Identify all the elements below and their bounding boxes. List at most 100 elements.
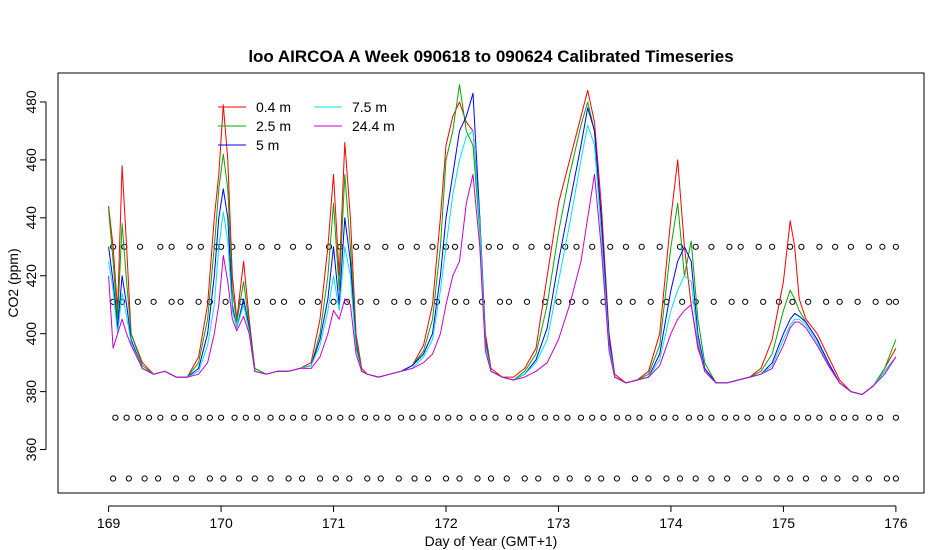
y-axis: 360 380 400 420 440 460 480 (23, 90, 47, 462)
marker-point (892, 298, 899, 305)
marker-point (805, 298, 812, 305)
x-tick-label: 170 (209, 515, 233, 531)
marker-point (361, 414, 369, 421)
marker-point (816, 243, 823, 250)
marker-point (584, 475, 591, 482)
x-tick-label: 172 (434, 515, 458, 531)
marker-point (456, 414, 463, 421)
marker-point (744, 414, 751, 421)
marker-point (742, 475, 749, 482)
marker-point (451, 298, 459, 305)
marker-point (411, 475, 418, 482)
marker-point (697, 414, 704, 421)
marker-point (280, 298, 288, 305)
marker-point (710, 298, 717, 305)
marker-point (397, 243, 405, 250)
marker-point (253, 414, 261, 421)
marker-point (733, 414, 740, 421)
marker-point (742, 298, 749, 305)
marker-point (377, 475, 384, 482)
marker-point (168, 298, 175, 305)
marker-point (865, 243, 872, 250)
marker-point (168, 243, 175, 250)
marker-point (157, 414, 164, 421)
marker-point (787, 475, 794, 482)
marker-point (134, 414, 141, 421)
marker-point (613, 475, 621, 482)
marker-point (278, 414, 285, 421)
x-tick-label: 174 (659, 515, 683, 531)
marker-point (463, 298, 470, 305)
marker-point (364, 475, 371, 482)
marker-point (789, 298, 796, 305)
marker-point (577, 414, 585, 421)
marker-point (672, 414, 679, 421)
marker-point (553, 475, 560, 482)
marker-point (395, 475, 402, 482)
y-tick-label: 360 (23, 438, 39, 462)
legend-entry-label: 24.4 m (352, 118, 395, 134)
series-lines (108, 84, 897, 395)
marker-point (181, 414, 189, 421)
marker-point (676, 243, 684, 250)
marker-point (568, 298, 576, 305)
marker-point (172, 475, 180, 482)
marker-point (298, 475, 306, 482)
marker-point (267, 475, 274, 482)
series-line (108, 92, 897, 395)
series-line (108, 173, 897, 395)
marker-point (195, 414, 202, 421)
marker-point (145, 414, 153, 421)
marker-point (492, 414, 499, 421)
marker-point (206, 414, 213, 421)
marker-point (622, 243, 630, 250)
marker-point (186, 243, 193, 250)
marker-point (755, 243, 762, 250)
marker-point (325, 243, 333, 250)
marker-point (755, 475, 762, 482)
marker-point (841, 414, 848, 421)
marker-point (269, 298, 276, 305)
marker-point (481, 414, 488, 421)
marker-point (528, 414, 535, 421)
marker-point (348, 414, 355, 421)
marker-point (613, 414, 621, 421)
marker-point (274, 243, 281, 250)
marker-point (600, 414, 607, 421)
marker-point (854, 298, 861, 305)
marker-point (679, 298, 686, 305)
marker-point (708, 475, 715, 482)
marker-point (661, 414, 668, 421)
marker-point (645, 475, 652, 482)
marker-point (647, 298, 654, 305)
marker-point (816, 414, 823, 421)
marker-point (555, 298, 562, 305)
x-tick-label: 173 (547, 515, 571, 531)
marker-point (231, 414, 238, 421)
marker-point (879, 243, 886, 250)
marker-point (445, 414, 452, 421)
marker-point (487, 475, 495, 482)
y-tick-label: 480 (23, 90, 39, 114)
marker-point (852, 475, 859, 482)
legend-entry-label: 2.5 m (256, 118, 291, 134)
marker-point (244, 243, 252, 250)
marker-point (886, 298, 893, 305)
marker-point (433, 414, 441, 421)
marker-point (325, 414, 333, 421)
marker-point (872, 298, 879, 305)
marker-point (364, 243, 371, 250)
marker-point (769, 414, 776, 421)
marker-point (316, 475, 324, 482)
x-axis-label: Day of Year (GMT+1) (425, 533, 558, 549)
marker-point (346, 475, 353, 482)
legend-entry-label: 0.4 m (256, 99, 291, 115)
marker-point (496, 243, 504, 250)
marker-point (877, 414, 884, 421)
marker-point (892, 243, 899, 250)
marker-point (805, 414, 812, 421)
marker-point (773, 475, 780, 482)
marker-point (649, 414, 657, 421)
marker-point (566, 475, 573, 482)
